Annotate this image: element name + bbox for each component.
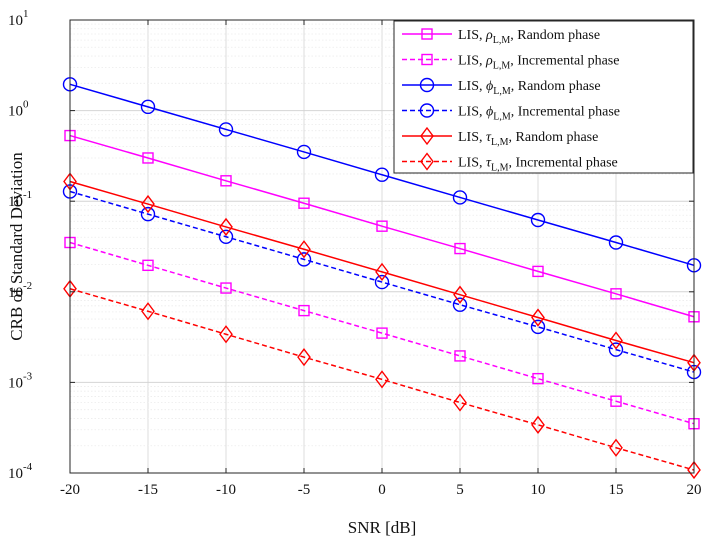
legend-marker bbox=[419, 77, 435, 93]
legend-label: LIS, ϕL,M, Incremental phase bbox=[458, 105, 620, 123]
ticks: -20 -15 -10 -5 0 5 10 15 20 10-4 10-3 10-2 10-1 100 10… bbox=[8, 8, 702, 498]
series-line bbox=[69, 288, 695, 471]
data-point bbox=[453, 285, 467, 304]
series-layer bbox=[62, 77, 702, 480]
legend-item: LIS, ρL,M, Random phase bbox=[402, 28, 600, 46]
data-point bbox=[376, 220, 388, 232]
y-tick-label: 101 bbox=[8, 8, 29, 29]
x-tick-label: 10 bbox=[531, 482, 546, 498]
data-point bbox=[140, 99, 156, 115]
data-point bbox=[531, 415, 545, 435]
data-point bbox=[219, 325, 233, 344]
series-3 bbox=[62, 77, 702, 273]
data-point bbox=[532, 372, 544, 385]
data-point bbox=[140, 206, 156, 222]
y-tick-label: 100 bbox=[8, 99, 29, 120]
series-4 bbox=[62, 184, 702, 380]
x-tick-label: -5 bbox=[298, 482, 311, 498]
x-tick-label: 0 bbox=[378, 482, 386, 498]
legend-item: LIS, τL,M, Random phase bbox=[402, 126, 598, 148]
data-point bbox=[454, 242, 466, 255]
data-point bbox=[532, 265, 544, 278]
data-point bbox=[220, 282, 232, 294]
series-6 bbox=[63, 279, 701, 480]
x-tick-label: 15 bbox=[609, 482, 624, 498]
data-point bbox=[608, 235, 624, 250]
data-point bbox=[141, 302, 155, 321]
data-point bbox=[218, 229, 234, 244]
data-point bbox=[610, 395, 622, 407]
legend-marker bbox=[421, 28, 433, 40]
data-point bbox=[298, 197, 310, 209]
data-point bbox=[454, 350, 466, 362]
series-line bbox=[69, 190, 695, 373]
series-line bbox=[69, 83, 695, 267]
legend: LIS, ρL,M, Random phase LIS, ρL,M, Increm… bbox=[393, 20, 694, 174]
data-point bbox=[610, 288, 622, 300]
series-line bbox=[69, 241, 695, 425]
data-point bbox=[530, 212, 546, 228]
data-point bbox=[142, 152, 154, 164]
legend-marker bbox=[421, 53, 433, 66]
data-point bbox=[608, 342, 624, 357]
data-point bbox=[374, 167, 390, 182]
y-axis-label: CRB of Standard Deviation bbox=[7, 152, 26, 341]
y-tick-label: 10-3 bbox=[8, 370, 33, 391]
x-axis-label: SNR [dB] bbox=[348, 518, 416, 537]
legend-label: LIS, τL,M, Random phase bbox=[458, 130, 598, 148]
legend-item: LIS, ϕL,M, Random phase bbox=[402, 77, 601, 97]
data-point bbox=[531, 308, 545, 327]
series-line bbox=[69, 180, 695, 364]
data-point bbox=[453, 393, 467, 412]
legend-box bbox=[393, 20, 694, 174]
legend-marker bbox=[420, 152, 434, 171]
y-tick-label: 10-1 bbox=[8, 189, 32, 210]
data-point bbox=[219, 217, 233, 237]
data-point bbox=[297, 347, 311, 367]
data-point bbox=[452, 190, 468, 205]
data-point bbox=[298, 304, 310, 317]
legend-marker bbox=[419, 103, 435, 118]
data-point bbox=[609, 438, 623, 457]
x-tick-label: 5 bbox=[456, 482, 464, 498]
data-point bbox=[220, 175, 232, 187]
data-point bbox=[141, 194, 155, 214]
y-tick-label: 10-4 bbox=[8, 461, 33, 482]
legend-marker bbox=[420, 126, 434, 146]
x-tick-label: -10 bbox=[216, 482, 236, 498]
legend-label: LIS, ρL,M, Random phase bbox=[458, 28, 600, 46]
data-point bbox=[687, 460, 701, 480]
data-point bbox=[296, 252, 312, 267]
data-point bbox=[218, 122, 234, 137]
legend-label: LIS, ρL,M, Incremental phase bbox=[458, 54, 619, 72]
series-1 bbox=[64, 129, 700, 323]
x-tick-label: 20 bbox=[687, 482, 702, 498]
y-tick-label: 10-2 bbox=[8, 280, 32, 301]
series-2 bbox=[64, 236, 700, 430]
data-point bbox=[530, 319, 546, 335]
legend-item: LIS, τL,M, Incremental phase bbox=[402, 152, 618, 174]
legend-label: LIS, τL,M, Incremental phase bbox=[458, 156, 618, 174]
data-point bbox=[609, 331, 623, 350]
data-point bbox=[375, 370, 389, 389]
legend-item: LIS, ρL,M, Incremental phase bbox=[402, 54, 619, 72]
legend-item: LIS, ϕL,M, Incremental phase bbox=[402, 103, 620, 123]
data-point bbox=[376, 327, 388, 339]
data-point bbox=[374, 274, 390, 290]
data-point bbox=[452, 297, 468, 312]
data-point bbox=[142, 259, 154, 272]
x-tick-label: -20 bbox=[60, 482, 80, 498]
data-point bbox=[297, 240, 311, 259]
series-line bbox=[69, 134, 695, 318]
x-tick-label: -15 bbox=[138, 482, 158, 498]
data-point bbox=[296, 144, 312, 160]
data-point bbox=[375, 262, 389, 282]
legend-label: LIS, ϕL,M, Random phase bbox=[458, 79, 601, 97]
